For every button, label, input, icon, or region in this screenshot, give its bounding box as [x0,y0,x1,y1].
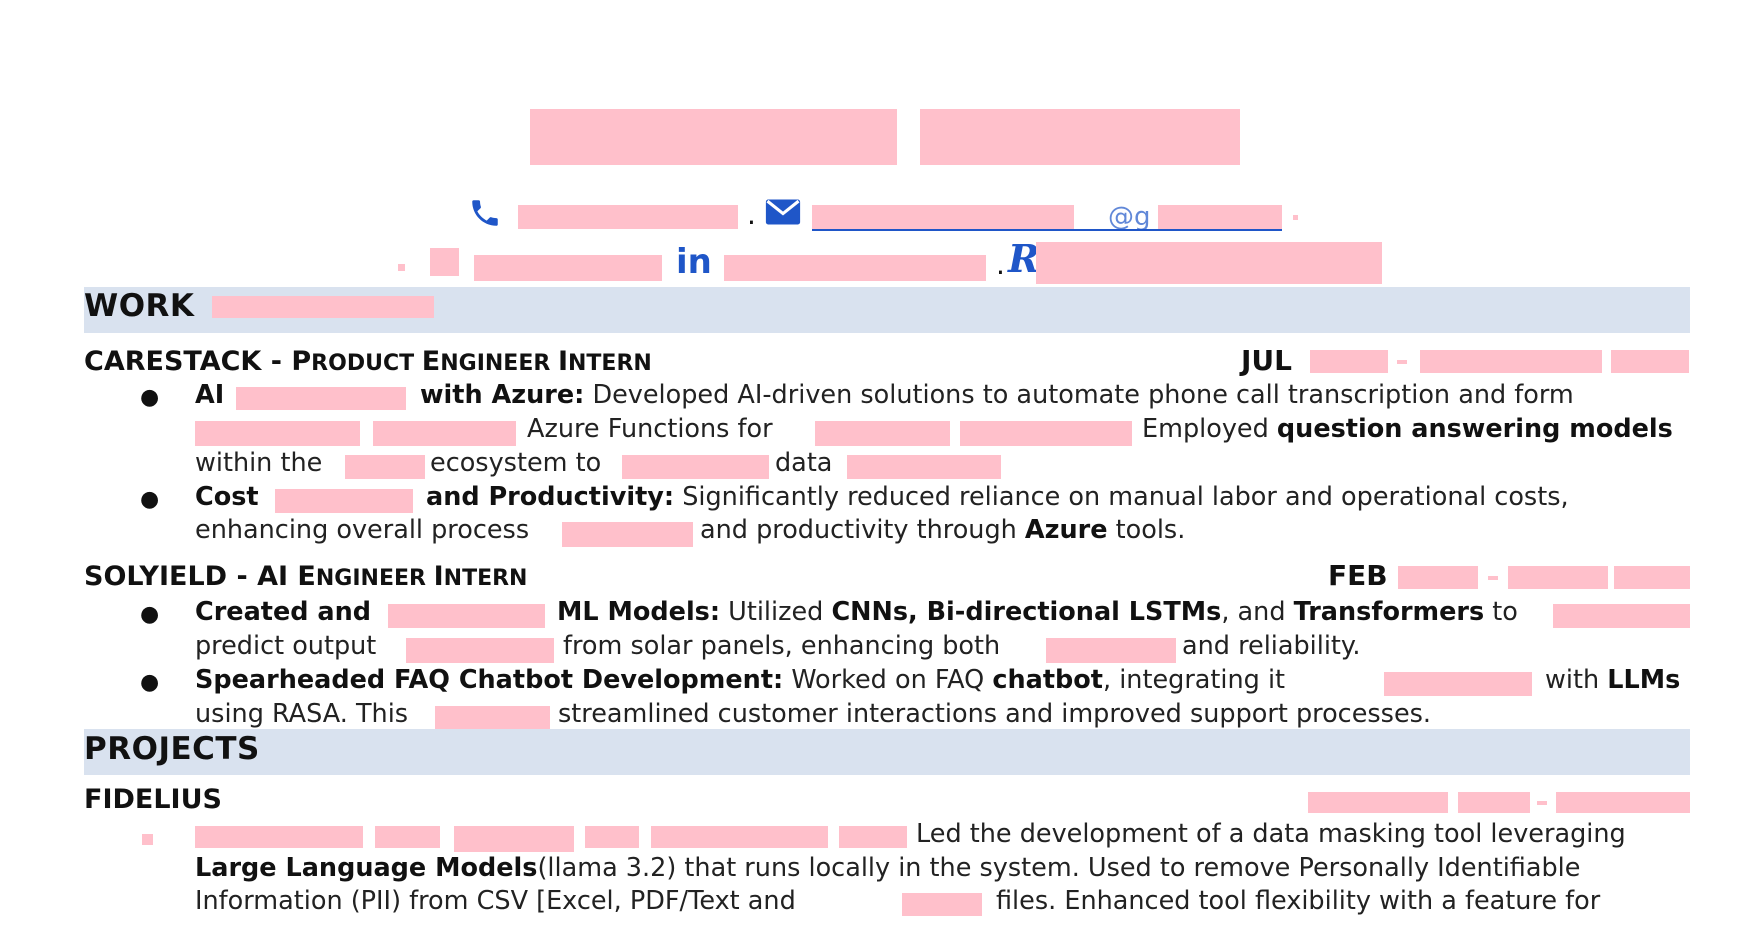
text-redaction [406,638,554,663]
date-redaction [1611,350,1689,373]
text-redaction [345,455,425,479]
text-redaction [195,826,363,848]
name-redaction-1 [530,109,897,165]
date-redaction [1420,350,1602,373]
date-redaction [1537,801,1547,805]
text-redaction [847,455,1001,479]
text-redaction [454,826,574,852]
text-redaction [195,421,360,446]
carestack-line-4a: Cost [195,482,259,512]
separator-dot: . [996,248,1005,281]
solyield-line-2c: and reliability. [1182,631,1361,661]
job-date-solyield: FEB [1328,559,1388,592]
email-redaction-2[interactable] [1158,205,1282,229]
date-redaction [1556,792,1690,813]
text-redaction [839,826,907,848]
text-redaction [373,421,516,446]
carestack-line-2b: Employed question answering models [1142,414,1673,444]
email-icon [765,199,801,225]
text-redaction [1384,672,1532,696]
project-title-fidelius: FIDELIUS [84,784,222,815]
project-line-3a: Information (PII) from CSV [Excel, PDF/T… [195,886,796,916]
name-redaction-2 [920,109,1240,165]
text-redaction [960,421,1132,446]
project-line-2: Large Language Models(llama 3.2) that ru… [195,853,1581,883]
bullet-dot: ● [140,670,160,695]
text-redaction [388,604,545,628]
bullet-dot: ● [140,602,160,627]
linkedin-redaction[interactable] [724,255,986,281]
carestack-line-1b: with Azure: Developed AI-driven solution… [420,380,1574,410]
email-partial[interactable]: @g [1108,202,1151,232]
website-redaction[interactable] [1036,242,1382,284]
work-heading: WORK [84,288,195,324]
linkedin-icon: in [676,242,712,282]
email-redaction-1[interactable] [812,205,1074,229]
solyield-line-3b: with LLMs [1545,665,1681,695]
project-line-3b: files. Enhanced tool flexibility with a … [996,886,1601,916]
date-redaction [1614,566,1690,589]
solyield-line-3a: Spearheaded FAQ Chatbot Development: Wor… [195,665,1286,695]
github-icon-redaction [430,248,459,276]
job-date-carestack: JUL [1241,344,1292,377]
carestack-line-5b: and productivity through Azure tools. [700,515,1186,545]
carestack-line-1: AI [195,380,225,410]
solyield-line-2b: from solar panels, enhancing both [563,631,1001,661]
email-underline [812,229,1282,231]
text-redaction [585,826,639,848]
solyield-line-2a: predict output [195,631,377,661]
bullet-dot: ● [140,487,160,512]
solyield-line-1b: ML Models: Utilized CNNs, Bi-directional… [557,597,1518,627]
text-redaction [1046,638,1176,663]
carestack-line-2a: Azure Functions for [527,414,773,444]
bullet-redaction [142,834,153,845]
date-redaction [1397,360,1407,364]
github-redaction[interactable] [474,255,662,281]
text-redaction [375,826,440,848]
projects-section-band [84,729,1690,775]
text-redaction [236,387,406,410]
carestack-line-3b: ecosystem to [430,448,602,478]
resume-icon: R [1008,236,1040,281]
carestack-line-3c: data [775,448,833,478]
job-title-carestack: CARESTACK - PRODUCT ENGINEER INTERN [84,346,652,377]
date-redaction [1310,350,1388,373]
text-redaction [435,706,550,731]
project-line-1: Led the development of a data masking to… [916,819,1626,849]
redaction-dot [398,264,405,271]
text-redaction [275,489,413,513]
date-redaction [1458,792,1530,813]
carestack-line-4b: and Productivity: Significantly reduced … [426,482,1569,512]
text-redaction [1553,604,1690,628]
solyield-line-4b: streamlined customer interactions and im… [558,699,1432,729]
text-redaction [622,455,769,479]
date-redaction [1398,566,1478,589]
redaction-dot [1293,215,1298,220]
bullet-dot: ● [140,385,160,410]
date-redaction [1508,566,1608,589]
text-redaction [651,826,828,848]
solyield-line-1a: Created and [195,597,372,627]
separator-dot: . [747,198,756,231]
text-redaction [902,893,982,916]
text-redaction [562,522,693,547]
projects-heading: PROJECTS [84,731,260,767]
date-redaction [1488,576,1498,580]
solyield-line-4a: using RASA. This [195,699,409,729]
carestack-line-5a: enhancing overall process [195,515,530,545]
carestack-line-3a: within the [195,448,323,478]
phone-redaction[interactable] [518,205,738,229]
text-redaction [815,421,950,446]
phone-icon [472,200,498,226]
date-redaction [1308,792,1448,813]
work-heading-redaction [212,296,434,318]
job-title-solyield: SOLYIELD - AI ENGINEER INTERN [84,561,528,592]
